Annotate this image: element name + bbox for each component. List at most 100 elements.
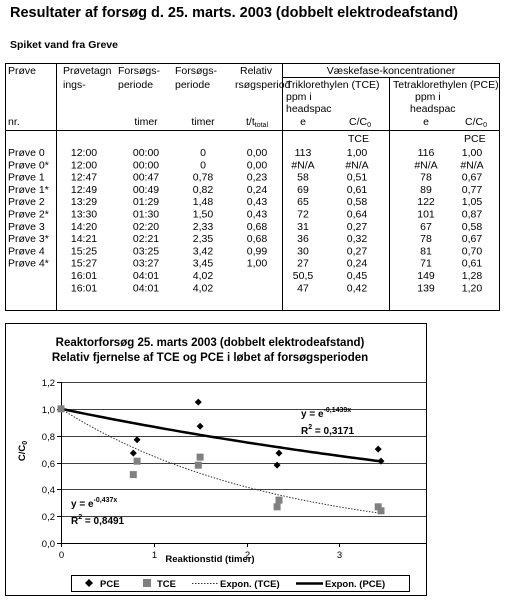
cell-prove: Prøve 1* [8, 184, 49, 196]
results-table: Prøve nr. Prøvetagn ings- Forsøgs- perio… [5, 63, 500, 311]
header-pce-ppm: ppm i [415, 91, 441, 103]
cell-fp2: 0 [200, 159, 206, 171]
cell-fp1: 01:30 [133, 209, 159, 221]
header-pce-name: Tetraklorethylen (PCE) [393, 79, 499, 91]
legend-tce-trend-label: Expon. (TCE) [220, 579, 280, 590]
header-pce-e: e [423, 116, 429, 128]
cell-fp2: 3,42 [193, 245, 214, 257]
chart: Reaktorforsøg 25. marts 2003 (dobbelt el… [5, 323, 427, 596]
cell-prove: Prøve 0 [8, 147, 45, 159]
cell-tid: 12:00 [71, 159, 97, 171]
tce-point [57, 405, 65, 413]
header-tce-ppm: ppm i [286, 91, 312, 103]
cell-tid: 12:49 [71, 184, 97, 196]
cell-tce-cc: 0,27 [347, 221, 368, 233]
cell-pce-cc: 1,20 [462, 282, 483, 294]
cell-tce-cc: 0,58 [347, 196, 368, 208]
cell-tce-cc: 0,27 [347, 245, 368, 257]
cell-tce-cc: 0,24 [347, 258, 368, 270]
cell-pce: 81 [420, 245, 432, 257]
cell-rel: 1,00 [247, 258, 268, 270]
cell-fp1: 04:01 [133, 270, 159, 282]
cell-pce-cc: 0,67 [462, 233, 483, 245]
cell-pce-cc: 0,58 [462, 221, 483, 233]
cell-fp1: 02:20 [133, 221, 159, 233]
cell-fp2: 2,35 [193, 233, 214, 245]
x-tick-label: 2 [245, 550, 250, 561]
cell-tid: 12:47 [71, 172, 97, 184]
cell-tid: 16:01 [71, 270, 97, 282]
cell-tce: 27 [297, 258, 309, 270]
cell-tce-cc: 0,32 [347, 233, 368, 245]
header-fp2-2: periode [175, 79, 210, 91]
cell-pce: #N/A [414, 159, 437, 171]
cell-prove: Prøve 2 [8, 196, 45, 208]
cell-rel: 0,00 [247, 147, 268, 159]
header-rel-unit: t/ttotal [246, 116, 268, 129]
chart-marks [57, 398, 385, 515]
header-pce-label: PCE [464, 133, 486, 145]
cell-tce-cc: 1,00 [347, 147, 368, 159]
table-row: Prøve 4* 15:27 03:27 3,45 1,00 27 0,24 71 0,61 [8, 258, 482, 270]
y-tick-label: 1,2 [42, 378, 55, 389]
header-prove-nr: nr. [8, 116, 20, 128]
cell-fp1: 04:01 [133, 282, 159, 294]
cell-pce: 101 [417, 209, 435, 221]
table-body: Prøve 0 12:00 00:00 0 0,00 113 1,00 116 1,00Prøv… [8, 147, 484, 294]
cell-prove: Prøve 4 [8, 245, 45, 257]
legend-pce-label: PCE [100, 579, 120, 590]
chart-title: Reaktorforsøg 25. marts 2003 (dobbelt el… [56, 337, 365, 349]
header-tce-head: headspac [286, 103, 332, 115]
cell-pce: 71 [420, 258, 432, 270]
legend-pce-marker [85, 579, 93, 587]
cell-fp2: 0,78 [193, 172, 214, 184]
tce-trendline [60, 408, 382, 514]
header-pce-head: headspac [410, 103, 456, 115]
header-tce-cc: C/C0 [349, 116, 371, 129]
cell-tce-cc: 0,61 [347, 184, 368, 196]
cell-fp1: 01:29 [133, 196, 159, 208]
tce-point [196, 453, 204, 461]
table-row: Prøve 1* 12:49 00:49 0,82 0,24 69 0,61 89 0,77 [8, 184, 482, 196]
cell-prove: Prøve 4* [8, 258, 49, 270]
chart-grid [61, 382, 427, 517]
cell-pce-cc: 1,28 [462, 270, 483, 282]
cell-fp2: 1,50 [193, 209, 214, 221]
cell-tid: 14:20 [71, 221, 97, 233]
y-tick-label: 0,6 [42, 459, 55, 470]
cell-pce-cc: 0,70 [462, 245, 483, 257]
cell-pce: 149 [417, 270, 435, 282]
cell-pce-cc: 0,67 [462, 172, 483, 184]
header-rel-1: Relativ [240, 65, 273, 77]
cell-pce: 116 [418, 147, 435, 159]
pce-point [377, 457, 385, 465]
cell-tce: 65 [297, 196, 309, 208]
page-subtitle: Spiket vand fra Greve [10, 39, 118, 51]
header-fp2-1: Forsøgs- [175, 65, 218, 77]
header-rel-2: rsøgsperiod [235, 79, 291, 91]
cell-pce-cc: #N/A [460, 159, 483, 171]
cell-fp2: 4,02 [193, 270, 214, 282]
pce-point [129, 449, 137, 457]
table-row: Prøve 2 13:29 01:29 1,48 0,43 65 0,58 122 1,05 [8, 196, 482, 208]
cell-fp1: 00:49 [133, 184, 159, 196]
tce-point [194, 461, 202, 469]
cell-rel: 0,23 [247, 172, 268, 184]
cell-fp2: 4,02 [193, 282, 214, 294]
x-axis-label: Reaktionstid (timer) [165, 554, 254, 565]
cell-tid: 14:21 [71, 233, 97, 245]
cell-tid: 13:30 [71, 209, 97, 221]
table-row: Prøve 0 12:00 00:00 0 0,00 113 1,00 116 1,00 [8, 147, 482, 159]
chart-trendlines [60, 407, 382, 514]
tce-point [374, 503, 382, 511]
cell-prove: Prøve 1 [8, 172, 45, 184]
table-row: Prøve 2* 13:30 01:30 1,50 0,43 72 0,64 101 0,87 [8, 209, 482, 221]
cell-tce-cc: 0,45 [347, 270, 368, 282]
tce-point [273, 503, 281, 511]
cell-pce: 78 [420, 233, 432, 245]
cell-pce-cc: 1,00 [462, 147, 483, 159]
header-fp1-2: periode [118, 79, 153, 91]
header-tce-e: e [300, 116, 306, 128]
header-tagning-1: Prøvetagn [63, 65, 112, 77]
cell-tce: 30 [297, 245, 309, 257]
